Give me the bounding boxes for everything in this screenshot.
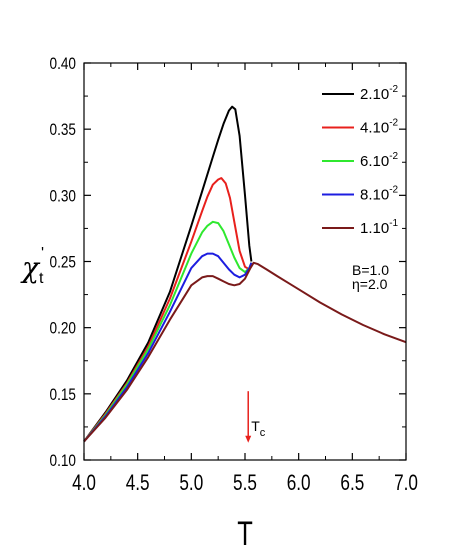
series-line-2 bbox=[83, 177, 253, 443]
parameter-label-2: η=2.0 bbox=[352, 276, 388, 292]
x-tick-label: 5.0 bbox=[179, 471, 203, 496]
parameter-annotations: B=1.0η=2.0 bbox=[352, 262, 389, 292]
y-tick-label: 0.40 bbox=[50, 55, 76, 74]
legend-label-2: 4.10-2 bbox=[360, 118, 399, 137]
legend-label-3: 6.10-2 bbox=[360, 151, 399, 170]
y-tick-label: 0.30 bbox=[50, 187, 76, 206]
series-line-5 bbox=[83, 261, 407, 443]
series-line-4 bbox=[83, 252, 253, 443]
x-axis-title: T bbox=[237, 516, 253, 550]
series-line-3 bbox=[83, 220, 253, 443]
y-tick-label: 0.15 bbox=[50, 385, 76, 404]
y-axis-title-prime: ' bbox=[41, 245, 44, 262]
tc-label: Tc bbox=[251, 418, 266, 439]
tc-marker: Tc bbox=[245, 391, 266, 443]
x-tick-label: 4.0 bbox=[72, 471, 96, 496]
y-tick-label: 0.10 bbox=[50, 452, 76, 471]
x-tick-label: 5.5 bbox=[233, 471, 257, 496]
x-tick-label: 7.0 bbox=[394, 471, 418, 496]
legend-label-5: 1.10-1 bbox=[360, 218, 399, 237]
tc-arrow-head bbox=[245, 435, 252, 443]
y-tick-label: 0.35 bbox=[50, 121, 76, 140]
y-tick-label: 0.20 bbox=[50, 319, 76, 338]
parameter-label-1: B=1.0 bbox=[352, 262, 389, 278]
legend: 2.10-2 4.10-2 6.10-2 8.10-2 1.10-1 bbox=[322, 84, 399, 237]
legend-label-1: 2.10-2 bbox=[360, 84, 399, 103]
x-tick-label: 6.5 bbox=[340, 471, 364, 496]
axes: 4.0 4.5 5.0 5.5 6.0 6.5 7.0 0.10 0.15 0.20 0.25 0.3… bbox=[20, 55, 418, 550]
series-lines bbox=[83, 105, 407, 443]
y-axis-title: χt bbox=[20, 251, 44, 287]
x-tick-label: 6.0 bbox=[287, 471, 311, 496]
x-tick-label: 4.5 bbox=[126, 471, 150, 496]
y-tick-label: 0.25 bbox=[50, 253, 76, 272]
legend-label-4: 8.10-2 bbox=[360, 185, 399, 204]
series-line-1 bbox=[83, 105, 253, 443]
